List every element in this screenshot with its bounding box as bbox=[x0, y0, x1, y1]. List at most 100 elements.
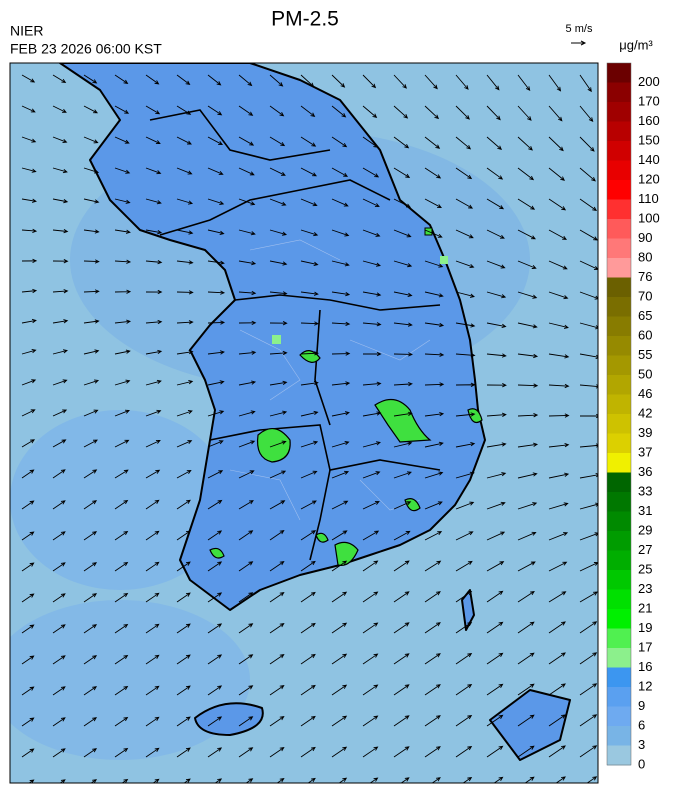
wind-arrow bbox=[207, 592, 223, 603]
wind-arrow bbox=[21, 379, 37, 386]
wind-arrow bbox=[362, 260, 381, 267]
colorbar-label: 65 bbox=[638, 308, 652, 323]
wind-arrow bbox=[238, 623, 254, 634]
wind-arrow bbox=[114, 747, 129, 758]
wind-arrow bbox=[207, 685, 223, 696]
wind-arrow bbox=[300, 470, 318, 479]
wind-arrow bbox=[486, 353, 507, 358]
wind-arrow bbox=[362, 591, 379, 603]
wind-arrow bbox=[114, 105, 130, 114]
wind-arrow bbox=[114, 469, 129, 479]
wind-arrow bbox=[424, 684, 441, 696]
wind-arrow bbox=[331, 746, 348, 758]
wind-arrow bbox=[28, 779, 35, 783]
wind-arrow bbox=[331, 470, 350, 479]
wind-arrow bbox=[145, 654, 160, 665]
wind-arrow bbox=[362, 411, 382, 417]
wind-arrow bbox=[300, 622, 316, 634]
wind-arrow bbox=[517, 472, 538, 479]
colorbar-segment bbox=[607, 531, 631, 551]
wind-arrow bbox=[52, 105, 67, 113]
wind-arrow bbox=[145, 74, 160, 85]
wind-arrow bbox=[207, 290, 226, 295]
wind-arrow bbox=[52, 136, 68, 143]
wind-arrow bbox=[455, 352, 476, 358]
wind-arrow bbox=[238, 654, 254, 665]
wind-arrow bbox=[455, 412, 476, 417]
wind-arrow bbox=[269, 747, 285, 758]
wind-arrow bbox=[59, 779, 66, 783]
wind-arrow bbox=[579, 591, 598, 603]
wind-arrow bbox=[238, 350, 257, 355]
wind-arrow bbox=[238, 592, 254, 603]
wind-arrow bbox=[579, 291, 598, 300]
wind-arrow bbox=[486, 561, 505, 572]
wind-arrow bbox=[362, 136, 379, 148]
wind-arrow bbox=[517, 198, 536, 210]
wind-arrow bbox=[393, 653, 410, 665]
wind-arrow bbox=[517, 561, 536, 572]
colorbar-segment bbox=[607, 102, 631, 122]
title: PM-2.5 bbox=[271, 8, 339, 31]
wind-arrow bbox=[486, 652, 504, 665]
timestamp: FEB 23 2026 06:00 KST bbox=[10, 41, 162, 57]
wind-arrow bbox=[548, 136, 564, 152]
wind-arrow bbox=[114, 74, 129, 84]
colorbar-segment bbox=[607, 375, 631, 395]
wind-arrow bbox=[152, 778, 160, 783]
wind-arrow bbox=[393, 471, 412, 479]
wind-arrow bbox=[52, 167, 68, 174]
colorbar-label: 17 bbox=[638, 639, 652, 654]
colorbar-segment bbox=[607, 648, 631, 668]
wind-arrow bbox=[331, 74, 346, 88]
wind-arrow bbox=[207, 716, 223, 727]
wind-arrow bbox=[517, 74, 531, 92]
wind-arrow bbox=[238, 716, 254, 727]
wind-arrow bbox=[52, 409, 68, 417]
wind-arrow bbox=[362, 291, 382, 297]
colorbar-segment bbox=[607, 258, 631, 278]
wind-arrow bbox=[424, 74, 438, 90]
wind-arrow bbox=[517, 745, 535, 758]
wind-arrow bbox=[362, 381, 382, 386]
wind-arrow bbox=[145, 409, 162, 417]
wind-arrow bbox=[83, 136, 99, 144]
colorbar-segment bbox=[607, 316, 631, 337]
colorbar-label: 200 bbox=[638, 74, 660, 89]
wind-arrow bbox=[90, 779, 98, 783]
colorbar-label: 23 bbox=[638, 581, 652, 596]
wind-arrow bbox=[176, 380, 194, 386]
wind-arrow bbox=[300, 351, 319, 356]
wind-arrow bbox=[393, 260, 413, 268]
wind-arrow bbox=[83, 349, 100, 355]
wind-arrow bbox=[245, 778, 254, 783]
wind-arrow bbox=[21, 74, 36, 83]
colorbar-segment bbox=[607, 277, 631, 298]
wind-arrow bbox=[455, 683, 473, 696]
wind-arrow bbox=[83, 748, 98, 758]
colorbar-segment bbox=[607, 609, 631, 629]
wind-arrow bbox=[21, 531, 35, 541]
colorbar-label: 46 bbox=[638, 386, 652, 401]
wind-arrow bbox=[21, 228, 38, 233]
wind-arrow bbox=[300, 530, 317, 541]
wind-arrow bbox=[145, 136, 161, 145]
wind-arrow bbox=[455, 442, 476, 448]
wind-arrow bbox=[300, 198, 318, 207]
wind-arrow bbox=[331, 440, 350, 448]
wind-arrow bbox=[579, 167, 596, 182]
wind-arrow bbox=[331, 591, 348, 603]
wind-arrow bbox=[455, 322, 476, 328]
colorbar-label: 12 bbox=[638, 678, 652, 693]
wind-arrow bbox=[52, 229, 69, 234]
colorbar-segment bbox=[607, 297, 631, 317]
wind-arrow bbox=[517, 652, 535, 665]
colorbar-label: 170 bbox=[638, 93, 660, 108]
wind-arrow bbox=[486, 531, 506, 541]
wind-arrow bbox=[207, 654, 223, 665]
wind-arrow bbox=[207, 530, 223, 541]
wind-arrow bbox=[238, 500, 254, 510]
wind-arrow bbox=[145, 499, 160, 510]
wind-arrow bbox=[238, 440, 256, 448]
wind-arrow bbox=[207, 623, 223, 634]
